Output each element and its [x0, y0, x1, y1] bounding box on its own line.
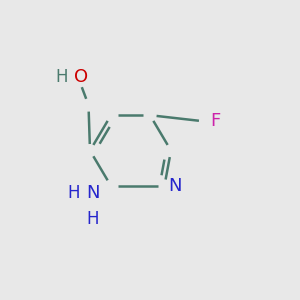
Text: H: H — [87, 210, 99, 228]
Text: O: O — [74, 68, 88, 85]
Text: H: H — [55, 68, 68, 85]
Text: N: N — [86, 184, 100, 202]
Text: N: N — [168, 177, 182, 195]
Text: H: H — [67, 184, 80, 202]
Text: F: F — [210, 112, 220, 130]
